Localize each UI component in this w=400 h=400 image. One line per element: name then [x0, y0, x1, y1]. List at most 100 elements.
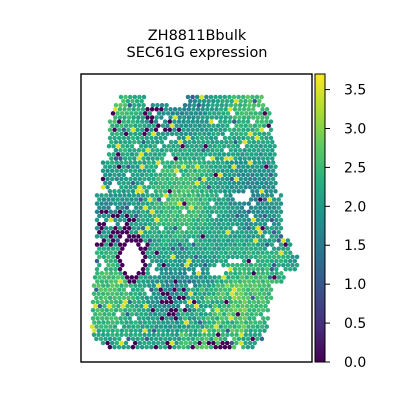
expression-spot [135, 180, 140, 186]
expression-spot [228, 193, 233, 198]
expression-spot [141, 102, 146, 108]
expression-spot [162, 135, 168, 141]
expression-spot [238, 98, 244, 104]
expression-spot [233, 307, 238, 313]
expression-spot [214, 201, 219, 206]
expression-spot [228, 102, 234, 108]
expression-spot [175, 246, 180, 251]
expression-spot [125, 143, 130, 149]
expression-spot [119, 123, 124, 128]
expression-spot [133, 111, 139, 116]
expression-spot [168, 225, 173, 231]
expression-spot [239, 111, 245, 116]
expression-spot [237, 201, 242, 206]
expression-spot [147, 213, 153, 219]
expression-spot [201, 102, 206, 108]
expression-spot [99, 316, 105, 321]
expression-spot [137, 340, 143, 346]
expression-spot [182, 102, 188, 108]
expression-spot [176, 295, 182, 301]
expression-spot [262, 246, 268, 251]
expression-spot [142, 123, 147, 128]
expression-spot [227, 172, 232, 178]
expression-spot [180, 152, 185, 157]
expression-spot [216, 197, 222, 202]
expression-spot [191, 258, 196, 264]
expression-spot [227, 344, 232, 350]
expression-spot [158, 287, 163, 292]
expression-spot [221, 221, 226, 227]
expression-spot [237, 299, 243, 305]
expression-spot [203, 312, 208, 317]
expression-spot [140, 217, 146, 223]
expression-spot [163, 250, 169, 256]
expression-spot [103, 201, 109, 206]
expression-spot [210, 148, 215, 153]
expression-spot [232, 107, 238, 112]
expression-spot [253, 238, 258, 243]
expression-spot [244, 143, 250, 149]
expression-spot [177, 115, 182, 120]
expression-spot [279, 271, 284, 276]
expression-spot [189, 262, 194, 268]
expression-spot [223, 242, 229, 247]
expression-spot [223, 115, 228, 120]
expression-spot [110, 131, 115, 137]
expression-spot [245, 287, 251, 292]
expression-spot [207, 143, 213, 149]
expression-spot [227, 189, 232, 194]
expression-spot [222, 172, 228, 178]
expression-spot [221, 111, 226, 116]
expression-spot [262, 221, 268, 227]
expression-spot [158, 180, 163, 186]
expression-spot [190, 172, 195, 178]
expression-spot [130, 287, 136, 292]
expression-spot [260, 156, 266, 161]
expression-spot [131, 225, 137, 231]
expression-spot [260, 299, 266, 305]
expression-spot [109, 299, 114, 305]
expression-spot [120, 275, 125, 280]
expression-spot [250, 295, 255, 301]
expression-spot [122, 139, 128, 145]
expression-spot [247, 160, 253, 165]
expression-spot [178, 176, 184, 182]
expression-spot [182, 307, 188, 313]
expression-spot [133, 320, 138, 325]
expression-spot [238, 168, 244, 174]
expression-spot [254, 94, 260, 100]
expression-spot [163, 217, 169, 223]
expression-spot [237, 148, 243, 153]
expression-spot [176, 127, 182, 133]
expression-spot [143, 221, 148, 227]
expression-spot [115, 262, 120, 268]
expression-spot [233, 102, 238, 108]
expression-spot [260, 316, 266, 321]
expression-spot [181, 336, 186, 342]
expression-spot [182, 234, 187, 239]
expression-spot [123, 291, 129, 297]
expression-spot [267, 275, 273, 280]
expression-spot [100, 160, 106, 165]
expression-spot [179, 246, 185, 251]
expression-spot [140, 324, 145, 329]
expression-spot [149, 287, 154, 292]
expression-spot [195, 295, 200, 301]
expression-spot [130, 164, 136, 169]
expression-spot [158, 189, 163, 194]
expression-spot [215, 123, 221, 128]
expression-spot [196, 102, 202, 108]
expression-spot [259, 119, 265, 124]
expression-spot [135, 119, 140, 124]
expression-spot [201, 156, 206, 161]
expression-spot [199, 336, 205, 342]
expression-spot [139, 312, 144, 317]
expression-spot [124, 275, 130, 280]
expression-spot [183, 332, 189, 338]
expression-spot [227, 164, 232, 169]
expression-spot [215, 283, 221, 288]
expression-spot [142, 320, 148, 325]
expression-spot [190, 287, 196, 292]
expression-spot [141, 156, 146, 161]
expression-spot [137, 291, 143, 297]
